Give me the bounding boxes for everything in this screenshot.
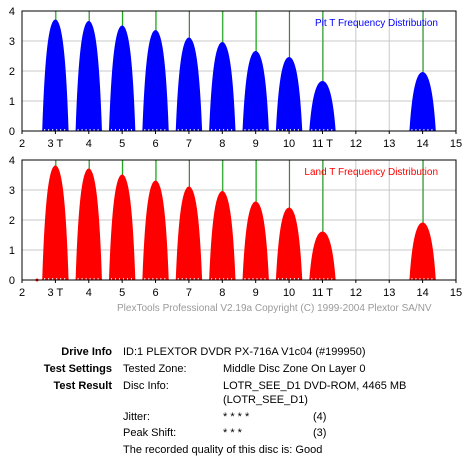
pit-y-tick-label: 2 — [9, 66, 15, 78]
peak-shift-score: (3) — [313, 427, 327, 439]
pit-distribution-peak — [309, 80, 336, 132]
peak-shift-stars: * * * — [223, 427, 242, 439]
land-x-tick-label: 8 — [219, 287, 225, 299]
pit-x-tick-label: 4 — [86, 138, 92, 150]
land-distribution-peak — [42, 165, 69, 281]
pit-y-tick-label: 1 — [9, 96, 15, 108]
land-distribution-peak — [309, 231, 336, 281]
land-distribution-peak — [275, 207, 303, 281]
land-x-tick-label: 5 — [119, 287, 125, 299]
pit-y-tick-label: 0 — [9, 126, 15, 138]
land-y-tick-label: 2 — [9, 215, 15, 227]
land-x-tick-label: 12 — [350, 287, 362, 299]
pit-x-tick-label: 10 — [283, 138, 295, 150]
land-x-tick-label: 4 — [86, 287, 92, 299]
land-y-tick-label: 0 — [9, 275, 15, 287]
land-axis-frame — [21, 159, 457, 281]
pit-x-tick-label: 11 T — [312, 138, 333, 150]
peak-shift-label: Peak Shift: — [123, 427, 177, 439]
drive-info-value: ID:1 PLEXTOR DVDR PX-716A V1c04 (#199950… — [123, 346, 366, 358]
pit-distribution-peak — [75, 20, 102, 132]
land-y-tick-label: 3 — [9, 185, 15, 197]
test-settings-label: Test Settings — [43, 363, 112, 375]
land-x-tick-label: 9 — [253, 287, 259, 299]
pit-distribution-peak — [275, 56, 303, 132]
land-distribution-peak — [175, 186, 203, 281]
land-y-tick-label: 4 — [9, 155, 15, 167]
jitter-score: (4) — [313, 411, 327, 423]
copyright-text: PlexTools Professional V2.19a Copyright … — [117, 303, 432, 314]
pit-distribution-peak — [142, 29, 169, 132]
pit-x-tick-label: 7 — [186, 138, 192, 150]
land-x-tick-label: 6 — [152, 287, 158, 299]
pit-x-tick-label: 12 — [350, 138, 362, 150]
jitter-stars: * * * * — [223, 411, 250, 423]
land-x-tick-label: 2 — [19, 287, 25, 299]
pit-chart-title: Pit T Frequency Distribution — [315, 18, 438, 29]
land-distribution-peak — [108, 174, 136, 281]
land-distribution-peak — [209, 190, 236, 281]
pit-distribution-peak — [175, 37, 203, 132]
land-x-tick-label: 14 — [416, 287, 428, 299]
pit-x-tick-label: 13 — [383, 138, 395, 150]
jitter-label: Jitter: — [123, 411, 150, 423]
test-result-label: Test Result — [53, 380, 112, 392]
land-distribution-peak — [409, 222, 436, 281]
pit-x-tick-label: 14 — [416, 138, 428, 150]
pit-x-tick-label: 15 — [450, 138, 462, 150]
pit-distribution-peak — [409, 71, 436, 132]
tested-zone-label: Tested Zone: — [123, 363, 187, 375]
pit-x-tick-label: 9 — [253, 138, 259, 150]
land-x-tick-label: 13 — [383, 287, 395, 299]
pit-y-tick-label: 3 — [9, 36, 15, 48]
pit-x-tick-label: 5 — [119, 138, 125, 150]
pit-distribution-peak — [42, 19, 69, 132]
land-x-tick-label: 11 T — [312, 287, 333, 299]
pit-x-tick-label: 8 — [219, 138, 225, 150]
land-distribution-peak — [242, 201, 269, 281]
land-chart-title: Land T Frequency Distribution — [304, 167, 438, 178]
disc-info-value-2: (LOTR_SEE_D1) — [223, 394, 308, 406]
land-y-tick-label: 1 — [9, 245, 15, 257]
pit-distribution-peak — [108, 25, 136, 132]
disc-info-label: Disc Info: — [123, 380, 169, 392]
pit-distribution-peak — [209, 41, 236, 132]
pit-x-tick-label: 2 — [19, 138, 25, 150]
land-distribution-peak — [75, 168, 102, 281]
pit-distribution-peak — [242, 50, 269, 132]
land-x-tick-label: 7 — [186, 287, 192, 299]
land-x-tick-label: 3 T — [48, 287, 64, 299]
land-x-tick-label: 10 — [283, 287, 295, 299]
pit-x-tick-label: 3 T — [48, 138, 64, 150]
land-distribution-peak — [142, 180, 169, 281]
land-x-tick-label: 15 — [450, 287, 462, 299]
quality-result-text: The recorded quality of this disc is: Go… — [123, 444, 323, 456]
drive-info-label: Drive Info — [61, 346, 112, 358]
pit-x-tick-label: 6 — [152, 138, 158, 150]
disc-info-value-1: LOTR_SEE_D1 DVD-ROM, 4465 MB — [223, 380, 407, 392]
tested-zone-value: Middle Disc Zone On Layer 0 — [223, 363, 366, 375]
pit-axis-frame — [21, 10, 457, 132]
pit-y-tick-label: 4 — [9, 6, 15, 18]
